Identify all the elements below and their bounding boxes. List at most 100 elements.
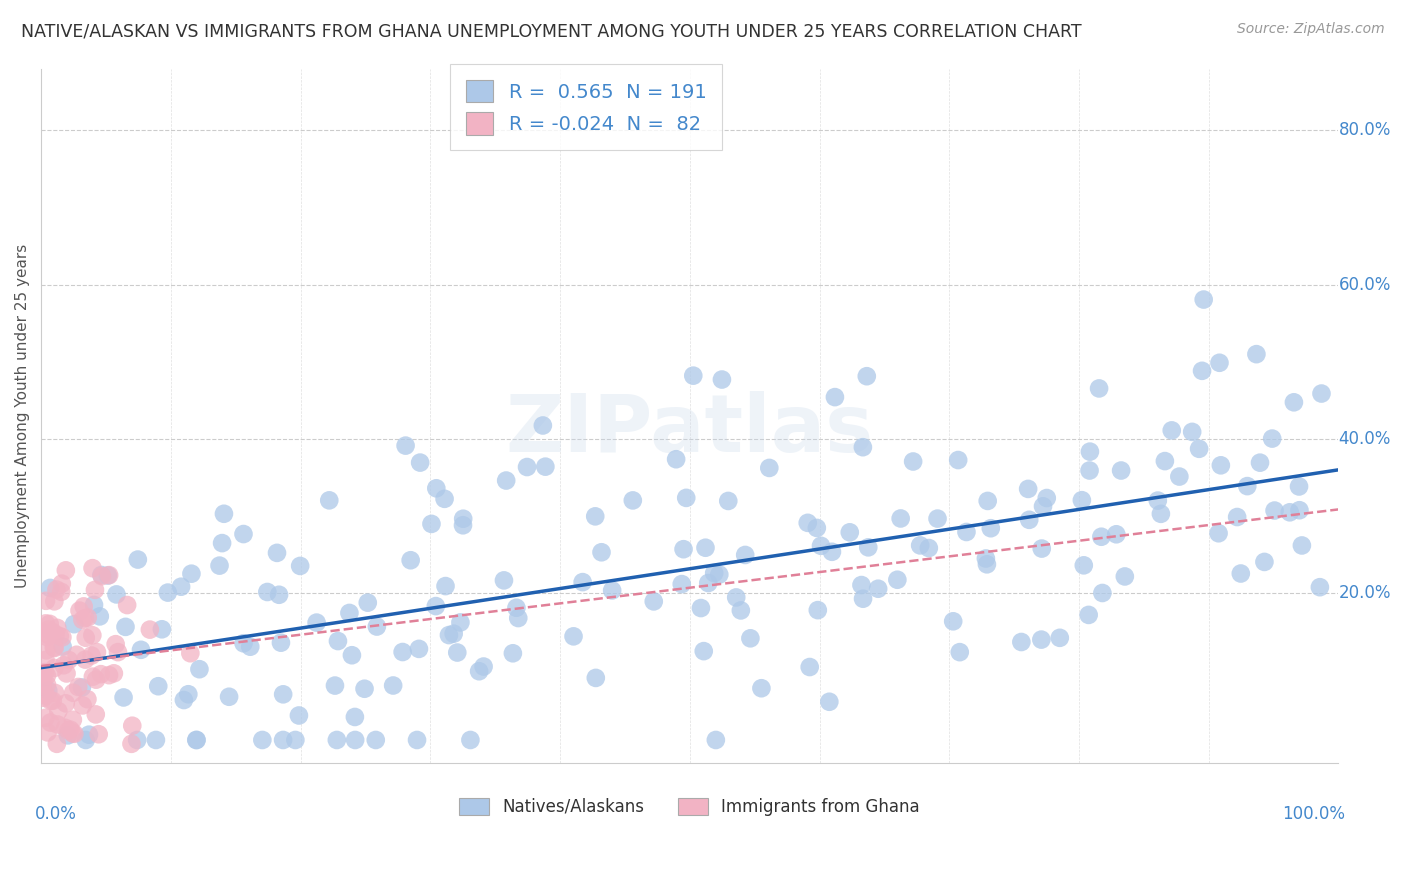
Point <box>77 728 100 742</box>
Text: 20.0%: 20.0% <box>1339 584 1391 602</box>
Point <box>946 453 969 467</box>
Point <box>49 629 72 643</box>
Point <box>156 585 179 599</box>
Point <box>97 568 120 582</box>
Point <box>232 527 254 541</box>
Point <box>90 569 112 583</box>
Point <box>1160 423 1182 437</box>
Point <box>1146 493 1168 508</box>
Point <box>37 725 59 739</box>
Point <box>39 715 62 730</box>
Point <box>90 667 112 681</box>
Point <box>180 566 202 581</box>
Point <box>34 711 56 725</box>
Point <box>1035 491 1057 505</box>
Point <box>583 509 606 524</box>
Point <box>69 604 91 618</box>
Point <box>56 728 79 742</box>
Point <box>1070 493 1092 508</box>
Text: 100.0%: 100.0% <box>1282 805 1346 822</box>
Point <box>45 737 67 751</box>
Point <box>1226 510 1249 524</box>
Point <box>31 665 53 680</box>
Point <box>399 553 422 567</box>
Point <box>148 679 170 693</box>
Point <box>505 600 527 615</box>
Point <box>89 609 111 624</box>
Point <box>86 645 108 659</box>
Point <box>1288 479 1310 493</box>
Point <box>942 615 965 629</box>
Point <box>671 577 693 591</box>
Point <box>186 733 208 747</box>
Point <box>270 636 292 650</box>
Point <box>437 628 460 642</box>
Point <box>173 693 195 707</box>
Point <box>76 692 98 706</box>
Point <box>717 494 740 508</box>
Point <box>32 690 55 705</box>
Point <box>693 644 716 658</box>
Point <box>492 574 515 588</box>
Point <box>73 611 96 625</box>
Point <box>810 539 832 553</box>
Point <box>55 563 77 577</box>
Point <box>1288 503 1310 517</box>
Point <box>672 542 695 557</box>
Point <box>534 459 557 474</box>
Point <box>600 583 623 598</box>
Point <box>796 516 818 530</box>
Point <box>129 642 152 657</box>
Text: NATIVE/ALASKAN VS IMMIGRANTS FROM GHANA UNEMPLOYMENT AMONG YOUTH UNDER 25 YEARS : NATIVE/ALASKAN VS IMMIGRANTS FROM GHANA … <box>21 22 1081 40</box>
Point <box>901 454 924 468</box>
Y-axis label: Unemployment Among Youth under 25 years: Unemployment Among Youth under 25 years <box>15 244 30 588</box>
Point <box>38 628 60 642</box>
Point <box>84 673 107 687</box>
Text: 0.0%: 0.0% <box>35 805 76 822</box>
Point <box>72 613 94 627</box>
Point <box>364 733 387 747</box>
Point <box>818 695 841 709</box>
Point <box>44 640 66 655</box>
Point <box>976 558 998 572</box>
Point <box>1091 586 1114 600</box>
Point <box>974 551 997 566</box>
Point <box>420 516 443 531</box>
Point <box>218 690 240 704</box>
Point <box>976 494 998 508</box>
Point <box>1209 458 1232 473</box>
Point <box>55 666 77 681</box>
Point <box>851 578 873 592</box>
Point <box>1249 456 1271 470</box>
Point <box>703 566 725 580</box>
Point <box>58 723 80 738</box>
Point <box>852 591 875 606</box>
Point <box>52 658 75 673</box>
Point <box>46 717 69 731</box>
Point <box>90 568 112 582</box>
Point <box>343 710 366 724</box>
Point <box>145 733 167 747</box>
Point <box>472 659 495 673</box>
Point <box>434 579 457 593</box>
Point <box>58 653 80 667</box>
Point <box>838 525 860 540</box>
Point <box>271 687 294 701</box>
Point <box>98 668 121 682</box>
Point <box>170 580 193 594</box>
Point <box>37 623 59 637</box>
Point <box>1261 432 1284 446</box>
Point <box>65 648 87 662</box>
Point <box>284 733 307 747</box>
Point <box>52 640 75 654</box>
Point <box>75 652 97 666</box>
Point <box>82 561 104 575</box>
Point <box>1090 530 1112 544</box>
Legend: Natives/Alaskans, Immigrants from Ghana: Natives/Alaskans, Immigrants from Ghana <box>451 789 928 824</box>
Text: ZIPatlas: ZIPatlas <box>506 391 875 468</box>
Point <box>139 623 162 637</box>
Point <box>98 568 121 582</box>
Point <box>799 660 821 674</box>
Point <box>1049 631 1071 645</box>
Point <box>35 677 58 691</box>
